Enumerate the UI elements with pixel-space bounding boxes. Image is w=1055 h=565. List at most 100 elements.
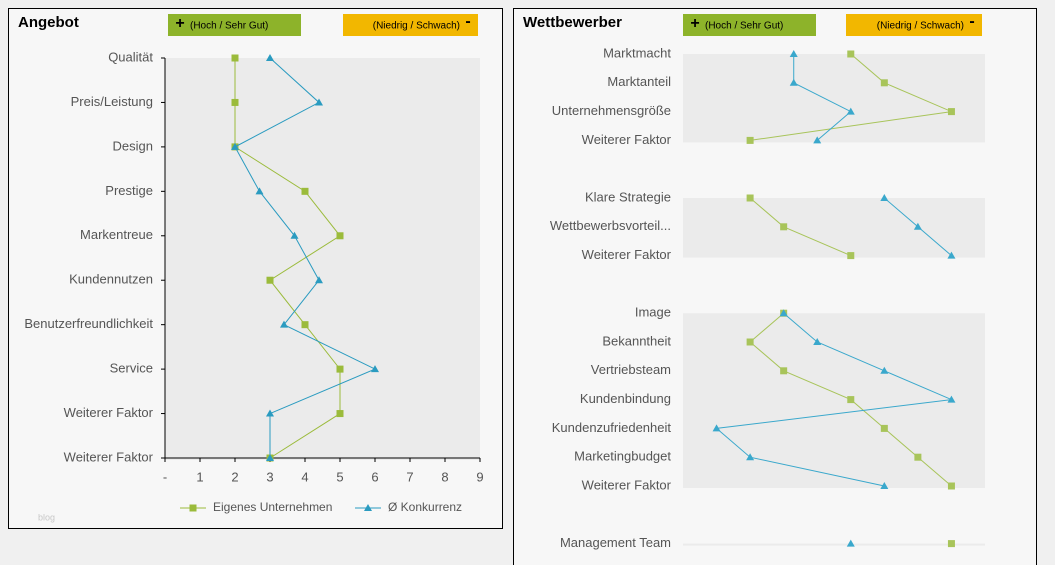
badge [343,14,478,36]
y-tick-label: Unternehmensgröße [552,103,671,118]
marker-triangle [846,107,855,115]
marker-triangle [880,366,889,374]
x-tick-label: 7 [406,469,413,484]
y-tick-label: Markentreue [80,227,153,242]
badge [168,14,301,36]
x-tick-label: 8 [441,469,448,484]
marker-triangle [266,54,274,61]
y-tick-label: Kundennutzen [69,272,153,287]
marker-triangle [315,98,323,106]
marker-square [847,50,855,58]
chart-title: Angebot [18,14,79,31]
marker-triangle [880,482,889,489]
y-tick-label: Image [635,305,671,320]
marker-triangle [231,142,239,150]
marker-square [746,338,754,346]
y-tick-label: Bekanntheit [602,333,671,348]
marker-square [231,54,239,62]
plot-band [683,54,985,143]
marker-square [780,223,788,231]
marker-square [266,276,274,284]
legend-marker [189,504,197,512]
badge-sign: + [690,15,699,32]
y-tick-label: Wettbewerbsvorteil... [550,218,671,233]
badge-label: (Hoch / Sehr Gut) [705,21,783,32]
y-tick-label: Weiterer Faktor [582,477,672,492]
y-tick-label: Weiterer Faktor [64,449,154,464]
x-tick-label: 6 [371,469,378,484]
marker-triangle [789,50,798,57]
y-tick-label: Management Team [560,535,671,550]
marker-triangle [779,309,788,317]
badge [846,14,982,36]
y-tick-label: Marktmacht [603,45,671,60]
chart-panel: Wettbewerber + (Hoch / Sehr Gut) -(Niedrig … [513,8,1037,565]
y-tick-label: Marktanteil [607,74,671,89]
legend-label: Ø Konkurrenz [388,500,462,514]
series-line [750,53,954,141]
x-tick-label: 1 [196,469,203,484]
series-line [234,58,341,459]
y-tick-label: Preis/Leistung [71,94,153,109]
marker-square [231,98,239,106]
plot-band [683,198,985,258]
y-tick-label: Kundenzufriedenheit [552,420,672,435]
marker-square [914,453,922,461]
marker-triangle [789,78,798,86]
marker-triangle [947,251,956,259]
y-tick-label: Marketingbudget [574,449,671,464]
marker-triangle [846,539,855,547]
marker-square [746,136,754,144]
marker-square [847,252,855,260]
badge [683,14,816,36]
legend-marker [364,504,372,511]
marker-square [336,232,344,240]
badge-sign: + [175,15,184,32]
x-tick-label: 2 [231,469,238,484]
plot-band [683,543,985,546]
marker-square [947,482,955,490]
legend-label: Eigenes Unternehmen [213,500,332,514]
marker-square [301,187,309,195]
marker-triangle [712,424,721,432]
y-tick-label: Klare Strategie [585,189,671,204]
x-tick-label: 5 [336,469,343,484]
y-tick-label: Weiterer Faktor [582,132,672,147]
series-line [793,54,852,141]
plot-band [683,313,985,488]
marker-square [301,321,309,329]
marker-triangle [947,395,956,403]
y-tick-label: Prestige [105,183,153,198]
marker-triangle [813,136,822,144]
badge-label: (Hoch / Sehr Gut) [190,21,268,32]
marker-square [947,108,955,116]
chart-title: Wettbewerber [523,14,622,31]
y-tick-label: Weiterer Faktor [582,247,672,262]
marker-triangle [746,453,755,461]
marker-square [947,540,955,548]
x-tick-label: - [163,469,167,484]
marker-triangle [813,338,822,345]
x-tick-label: 4 [301,469,308,484]
y-tick-label: Kundenbindung [580,391,671,406]
y-tick-label: Service [110,361,153,376]
marker-square [336,365,344,373]
marker-triangle [913,222,922,230]
marker-triangle [371,365,379,373]
chart-panel: Angebot + (Hoch / Sehr Gut) -(Niedrig / Sch… [8,8,503,529]
marker-square [336,410,344,418]
y-tick-label: Design [113,138,153,153]
marker-triangle [880,194,889,201]
marker-square [880,424,888,432]
x-tick-label: 3 [266,469,273,484]
marker-triangle [255,187,264,195]
y-tick-label: Qualität [108,49,153,64]
badge-label: (Niedrig / Schwach) [877,21,964,32]
y-tick-label: Weiterer Faktor [64,405,154,420]
y-tick-label: Vertriebsteam [591,362,671,377]
watermark: blog [38,512,55,522]
marker-triangle [266,409,274,417]
x-tick-label: 9 [476,469,483,484]
